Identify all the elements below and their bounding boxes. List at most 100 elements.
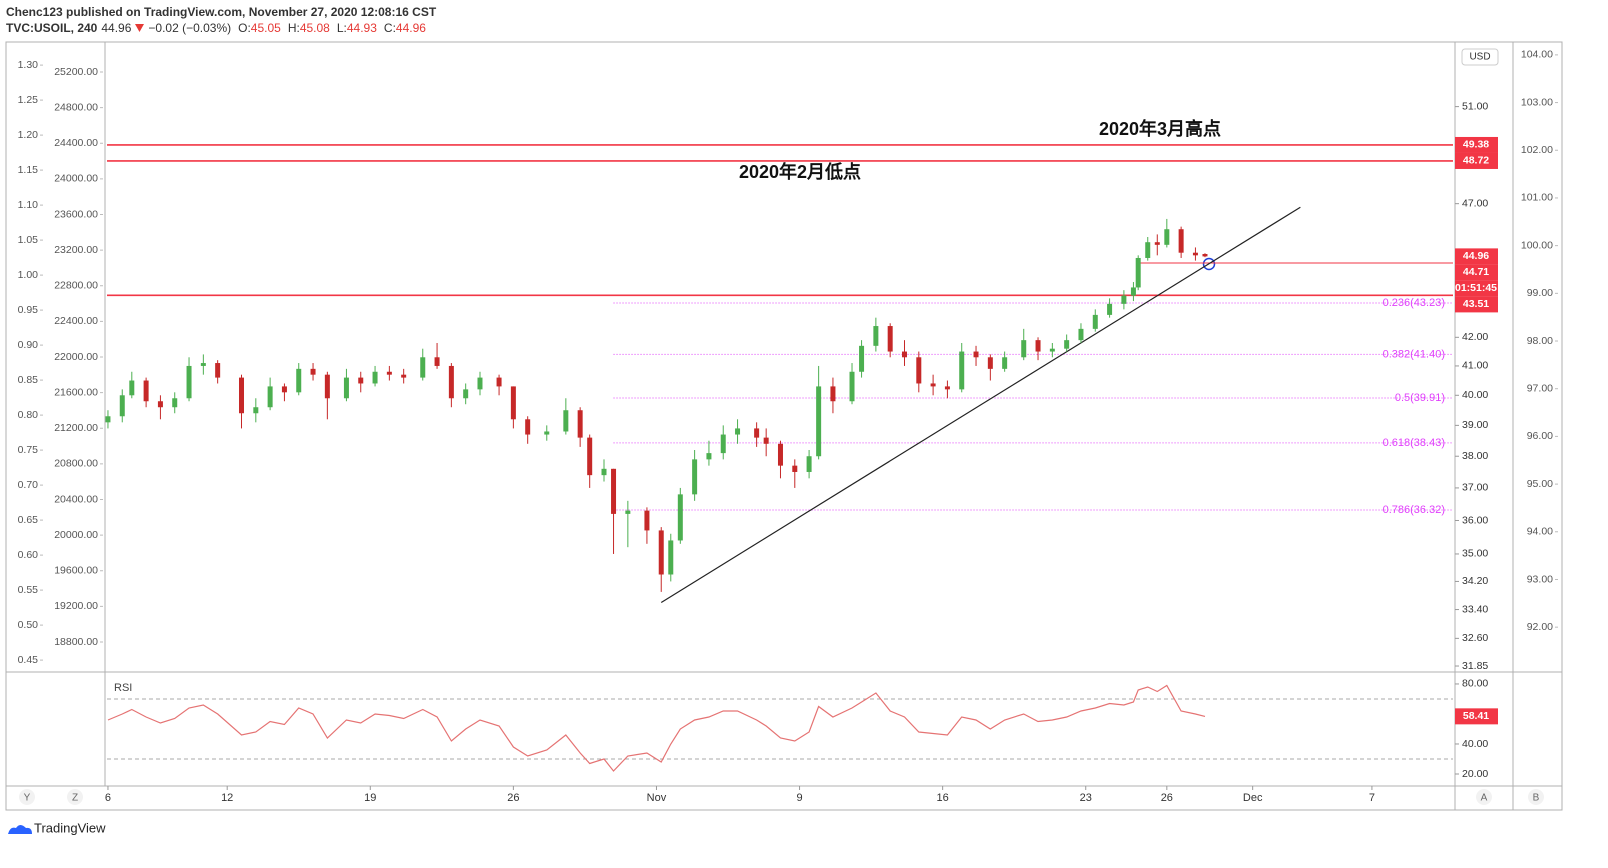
extra-axis-label: 1.20	[18, 129, 39, 141]
ohlc-key: C:	[383, 21, 396, 35]
extra-axis-label: 21200.00	[54, 422, 98, 434]
candle-body	[692, 459, 698, 495]
extra-axis-label: 103.00	[1521, 96, 1553, 108]
candle-body	[677, 494, 683, 541]
toolbar-button[interactable]	[67, 789, 83, 805]
candle-body	[157, 401, 163, 408]
extra-axis-label: 104.00	[1521, 49, 1553, 61]
price-label-box	[1455, 136, 1498, 153]
price-label-box	[1455, 152, 1498, 169]
x-tick-label: 19	[364, 792, 376, 804]
extra-axis-label: 22400.00	[54, 315, 98, 327]
y-tick-label: 47.00	[1462, 197, 1488, 209]
x-tick-label: Nov	[647, 792, 667, 804]
candle-body	[253, 407, 259, 414]
candle-body	[1107, 303, 1113, 315]
extra-axis-label: 25200.00	[54, 66, 98, 78]
extra-axis-label: 23200.00	[54, 244, 98, 256]
extra-axis-label: 93.00	[1527, 573, 1553, 585]
extra-axis-label: 97.00	[1527, 382, 1553, 394]
candle-body	[401, 374, 407, 378]
extra-axis-label: 20400.00	[54, 493, 98, 505]
y-tick-label: 41.00	[1462, 360, 1488, 372]
candle-body	[420, 357, 426, 378]
toolbar-button[interactable]	[1476, 789, 1492, 805]
ohlc-key: L:	[336, 21, 347, 35]
price-label-box	[1455, 248, 1498, 265]
candle-body	[358, 377, 364, 384]
ohlc-value: 45.08	[299, 21, 330, 35]
candle-body	[563, 410, 569, 432]
candle-body	[706, 453, 712, 460]
candle-body	[1064, 340, 1070, 349]
candle-body	[1164, 229, 1170, 245]
candle-body	[901, 351, 907, 358]
candle-body	[239, 377, 245, 414]
x-tick-label: 12	[221, 792, 233, 804]
extra-axis-label: 19600.00	[54, 565, 98, 577]
price-label: 44.96	[1463, 250, 1489, 262]
ohlc-value: 44.96	[395, 21, 426, 35]
candle-body	[1192, 252, 1198, 256]
candle-body	[119, 395, 125, 417]
candle-body	[200, 363, 206, 366]
candle-body	[463, 389, 469, 399]
extra-axis-label: 24400.00	[54, 137, 98, 149]
candle-body	[281, 386, 287, 393]
candle-body	[143, 380, 149, 402]
candle-body	[267, 386, 273, 408]
candle-body	[186, 365, 192, 399]
publisher: Chenc123 published on TradingView.com, N…	[6, 5, 437, 19]
extra-axis-label: 101.00	[1521, 192, 1553, 204]
candle-body	[1121, 295, 1127, 304]
candle-body	[644, 510, 650, 531]
price-label: 44.71	[1463, 266, 1489, 278]
candle-body	[448, 365, 454, 399]
extra-axis-label: 1.25	[18, 94, 39, 106]
candle-body	[1135, 257, 1141, 288]
currency-box	[1461, 48, 1499, 66]
extra-axis-label: 0.65	[18, 514, 39, 526]
y-tick-label: 31.85	[1462, 660, 1488, 672]
extra-axis-label: 24000.00	[54, 173, 98, 185]
annotation: 2020年2月低点	[739, 161, 861, 182]
ohlc-value: 44.93	[346, 21, 377, 35]
candle-body	[1049, 348, 1055, 352]
candle-body	[859, 345, 865, 372]
candle-body	[806, 456, 812, 472]
extra-axis-label: 0.85	[18, 374, 39, 386]
x-tick-label: 7	[1369, 792, 1375, 804]
toolbar-button[interactable]	[19, 789, 35, 805]
touch-marker	[1202, 257, 1216, 271]
fib-label: 0.786(36.32)	[1383, 504, 1445, 516]
candle-body	[944, 386, 950, 390]
publish-line: Chenc123 published on TradingView.com, N…	[6, 5, 436, 19]
symbol: TVC:USOIL, 240	[6, 21, 98, 35]
x-tick-label: 26	[507, 792, 519, 804]
toolbar-button[interactable]	[1528, 789, 1544, 805]
candle-body	[544, 431, 550, 435]
candle-body	[1145, 242, 1151, 258]
ohlc-key: H:	[287, 21, 300, 35]
price-label: 48.72	[1463, 155, 1489, 167]
candle-body	[324, 374, 330, 399]
candle-body	[587, 437, 593, 476]
candle-body	[172, 398, 178, 408]
rsi-value-box	[1455, 708, 1498, 725]
extra-axis-label: 96.00	[1527, 430, 1553, 442]
trendline	[660, 206, 1301, 603]
candle-body	[343, 377, 349, 399]
extra-axis-label: 1.30	[18, 59, 39, 71]
extra-axis-label: 0.95	[18, 304, 39, 316]
candle-body	[873, 326, 879, 346]
price-label-box	[1455, 280, 1498, 297]
candle-body	[601, 468, 607, 476]
candle-body	[105, 416, 111, 423]
extra-axis-label: 24800.00	[54, 101, 98, 113]
price-label: 49.38	[1463, 139, 1489, 151]
x-tick-label: 6	[105, 792, 111, 804]
candle-body	[611, 468, 617, 514]
last-price: 44.96	[101, 21, 132, 35]
candle-body	[754, 428, 760, 438]
